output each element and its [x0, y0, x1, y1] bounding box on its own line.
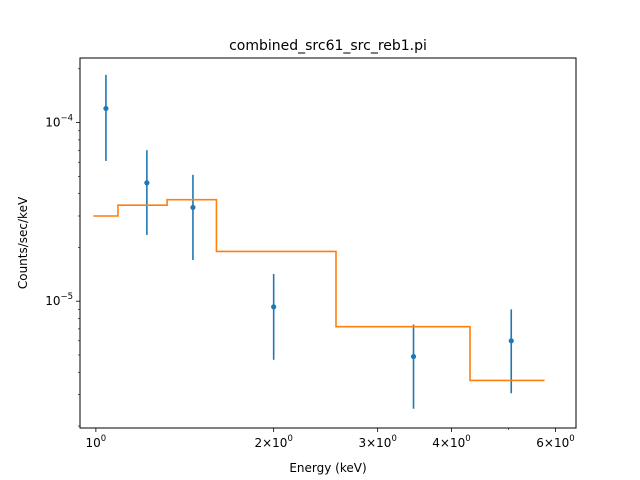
plot-frame [79, 57, 577, 429]
data-point [508, 338, 514, 344]
y-axis-label: Counts/sec/keV [16, 196, 30, 289]
x-tick-label: 3×100 [358, 434, 396, 450]
x-tick-label: 6×100 [536, 434, 574, 450]
model-step-line [93, 198, 545, 382]
chart-title: combined_src61_src_reb1.pi [229, 38, 427, 54]
y-tick-label: 10−4 [45, 114, 73, 130]
data-point [144, 180, 150, 186]
data-point [103, 105, 109, 112]
x-tick-label: 2×100 [254, 434, 292, 450]
x-tick-label: 4×100 [432, 434, 470, 450]
x-tick-label: 100 [86, 434, 107, 450]
plot-area [93, 74, 545, 409]
data-point [190, 204, 196, 211]
x-axis-label: Energy (keV) [289, 461, 366, 475]
data-point [271, 304, 277, 310]
y-axis: 10−4 10−5 [45, 68, 80, 427]
y-tick-label: 10−5 [45, 292, 73, 308]
x-axis: 100 2×100 3×100 4×100 6×100 [86, 428, 575, 450]
data-point [410, 353, 417, 360]
